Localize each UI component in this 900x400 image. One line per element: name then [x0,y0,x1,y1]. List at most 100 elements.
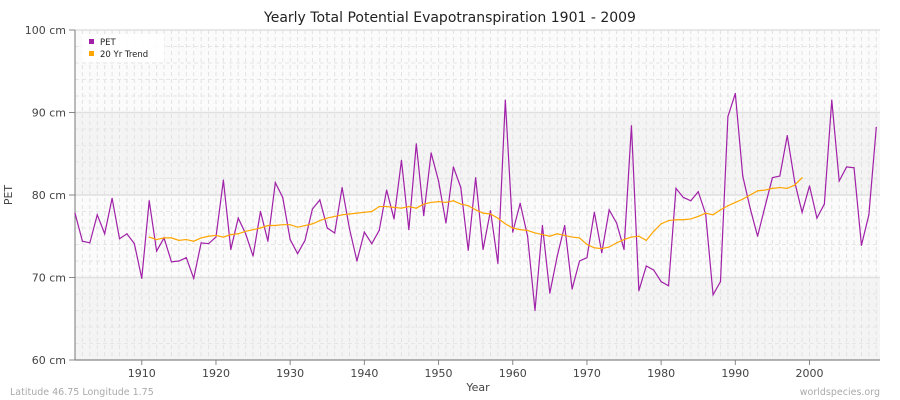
pet-point [794,181,796,183]
pet-point [564,224,566,227]
pet-point [712,294,714,296]
pet-point [178,260,180,262]
legend-label-pet: PET [100,38,116,48]
pet-point [81,240,84,242]
pet-point [875,126,877,128]
trend-point [156,238,158,241]
trend-point [786,187,788,189]
trend-point [564,234,566,237]
pet-point [742,175,744,177]
trend-point [771,187,774,189]
trend-point [245,230,247,232]
pet-point [645,265,647,267]
trend-point [756,190,759,192]
trend-point [794,184,796,186]
pet-point [185,257,187,259]
x-tick-label: 1980 [647,367,675,380]
pet-point [252,255,254,257]
trend-point [430,201,432,204]
pet-point [586,257,588,259]
pet-point [526,235,529,237]
pet-point [667,285,670,287]
chart-title: Yearly Total Potential Evapotranspiratio… [263,10,636,26]
trend-point [267,224,269,227]
pet-point [616,222,618,224]
plot-band [75,277,880,360]
trend-point [170,237,173,239]
trend-point [460,203,462,205]
pet-point [215,236,217,238]
credit-link[interactable]: worldspecies.org [800,387,880,398]
y-tick-label: 70 cm [32,272,66,285]
trend-point [341,214,343,216]
trend-point [556,233,558,235]
trend-point [586,243,588,246]
trend-point [282,224,284,226]
pet-point [571,288,573,290]
trend-point [475,209,477,211]
trend-point [712,214,714,216]
trend-point [319,219,321,222]
pet-point [304,239,306,241]
trend-point [526,229,529,232]
y-tick-label: 60 cm [32,354,66,367]
pet-point [326,227,328,229]
pet-point [74,212,76,214]
pet-point [274,182,276,184]
trend-point [467,205,469,207]
trend-point [534,232,536,234]
pet-point [415,143,417,145]
pet-point [831,99,833,101]
trend-point [215,234,217,237]
pet-point [838,180,840,182]
pet-point [341,186,343,189]
legend-box [82,34,164,62]
trend-point [541,234,544,236]
pet-point [259,210,262,213]
trend-point [697,215,699,218]
pet-point [482,248,484,251]
pet-point [296,252,299,255]
pet-point [475,177,477,179]
pet-point [452,166,454,168]
pet-point [393,218,395,220]
trend-point [259,227,262,229]
pet-point [245,233,247,235]
pet-point [89,242,91,244]
pet-point [853,167,855,169]
pet-point [734,92,736,95]
trend-point [274,224,276,227]
pet-point [690,200,692,202]
trend-point [437,201,440,203]
trend-point [148,236,150,238]
x-tick-label: 1970 [573,367,601,380]
trend-point [311,223,314,225]
pet-point [408,229,410,231]
pet-point [230,248,232,251]
trend-point [504,223,506,225]
pet-point [141,277,143,279]
pet-point [445,222,447,224]
pet-point [697,191,699,193]
trend-point [660,223,662,225]
trend-point [630,236,633,238]
plot-band [75,195,880,278]
pet-point [460,186,462,189]
trend-point [623,238,625,241]
pet-point [512,231,514,233]
plot-band [75,30,880,113]
trend-point [178,239,180,241]
pet-point [363,231,365,233]
x-tick-label: 1950 [425,367,453,380]
trend-point [393,206,395,208]
trend-point [690,218,692,220]
trend-point [608,246,610,248]
pet-point [96,214,98,216]
pet-point [630,125,633,127]
legend-label-trend: 20 Yr Trend [100,50,148,60]
trend-point [482,212,484,214]
pet-point [200,242,202,244]
pet-point [371,243,373,245]
pet-point [222,179,224,181]
pet-point [727,116,729,118]
